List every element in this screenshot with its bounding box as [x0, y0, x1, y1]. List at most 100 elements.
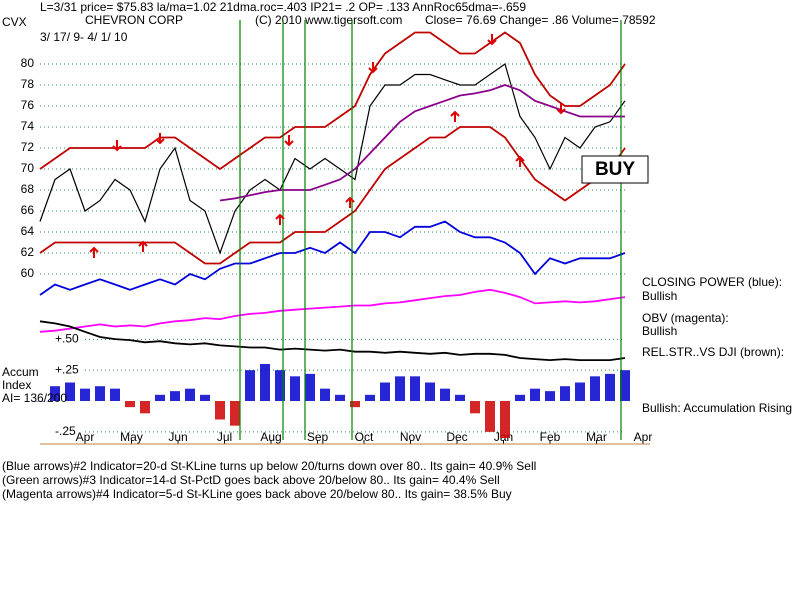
accum-bar	[410, 376, 420, 401]
buy-arrow	[138, 240, 148, 252]
company: CHEVRON CORP	[85, 13, 183, 27]
accum-bar	[155, 394, 165, 401]
footer-line: (Magenta arrows)#4 Indicator=5-d St-KLin…	[2, 487, 512, 501]
x-tick-label: Sep	[307, 430, 329, 444]
x-tick-label: Dec	[446, 430, 467, 444]
y-tick-label: 66	[21, 203, 35, 217]
accum-bar	[275, 370, 285, 401]
accum-bar	[65, 382, 75, 401]
side-label: Bullish	[642, 324, 677, 338]
accum-bar	[305, 373, 315, 401]
signal-text: BUY	[595, 159, 635, 180]
side-label: CLOSING POWER (blue):	[642, 275, 782, 289]
signal-box	[581, 155, 649, 184]
sell-arrow	[284, 135, 294, 147]
x-tick-label: May	[120, 430, 143, 444]
buy-arrow	[275, 213, 285, 225]
x-tick-label: Aug	[260, 430, 281, 444]
x-tick-label: Jun	[168, 430, 187, 444]
accum-bar	[245, 370, 255, 401]
y-tick-label: 64	[21, 224, 35, 238]
footer-line: (Blue arrows)#2 Indicator=20-d St-KLine …	[2, 459, 536, 473]
accum-bar	[560, 386, 570, 401]
accum-bar	[365, 394, 375, 401]
header-line: L=3/31 price= $75.83 la/ma=1.02 21dma.ro…	[40, 0, 526, 14]
accum-bar	[605, 373, 615, 401]
accum-bar	[575, 382, 585, 401]
sell-arrow	[556, 103, 566, 115]
sell-arrow	[487, 34, 497, 46]
accum-label: AI= 136/200	[2, 391, 67, 405]
accum-bar	[110, 388, 120, 401]
y2-tick-label: +.25	[55, 362, 79, 376]
series-line	[39, 220, 626, 296]
y-tick-label: 70	[21, 161, 35, 175]
y-tick-label: 62	[21, 245, 35, 259]
accum-bar	[185, 388, 195, 401]
series-line	[39, 320, 626, 362]
ticker: CVX	[2, 15, 27, 29]
buy-arrow	[450, 110, 460, 122]
accum-bar	[35, 401, 45, 402]
accum-bar	[80, 388, 90, 401]
accum-bar	[320, 388, 330, 401]
accum-bar	[500, 401, 510, 438]
y-tick-label: 78	[21, 77, 35, 91]
sell-arrow	[155, 133, 165, 145]
accum-bar	[515, 394, 525, 401]
buy-arrow	[515, 155, 525, 167]
footer-line: (Green arrows)#3 Indicator=14-d St-PctD …	[2, 473, 500, 487]
y-tick-label: 74	[21, 119, 35, 133]
y-tick-label: 76	[21, 98, 35, 112]
y2-tick-label: -.25	[55, 424, 76, 438]
accum-bar	[230, 401, 240, 426]
accum-label: Index	[2, 378, 31, 392]
series-line	[39, 63, 626, 255]
y-tick-label: 80	[21, 56, 35, 70]
accum-bar	[200, 394, 210, 401]
x-tick-label: Apr	[634, 430, 653, 444]
accum-bar	[260, 364, 270, 401]
accum-bar	[380, 382, 390, 401]
accum-bar	[290, 376, 300, 401]
buy-arrow	[89, 246, 99, 258]
y-tick-label: 60	[21, 266, 35, 280]
side-label: Bullish: Accumulation Rising	[642, 401, 792, 415]
close-info: Close= 76.69 Change= .86 Volume= 78592	[425, 13, 656, 27]
side-label: OBV (magenta):	[642, 311, 729, 325]
accum-bar	[590, 376, 600, 401]
x-tick-label: Feb	[540, 430, 561, 444]
accum-bar	[140, 401, 150, 414]
series-line	[39, 126, 626, 265]
accum-bar	[350, 401, 360, 408]
y2-tick-label: +.50	[55, 332, 79, 346]
accum-bar	[50, 386, 60, 401]
accum-bar	[455, 394, 465, 401]
accum-bar	[215, 401, 225, 420]
y-tick-label: 72	[21, 140, 35, 154]
accum-bar	[395, 376, 405, 401]
accum-bar	[485, 401, 495, 432]
buy-arrow	[345, 196, 355, 208]
sell-arrow	[368, 62, 378, 74]
accum-bar	[440, 388, 450, 401]
sell-arrow	[112, 140, 122, 152]
accum-bar	[545, 391, 555, 401]
accum-bar	[620, 370, 630, 401]
x-tick-label: Oct	[355, 430, 374, 444]
date-range: 3/ 17/ 9- 4/ 1/ 10	[40, 30, 128, 44]
series-line	[39, 288, 626, 333]
x-tick-label: Apr	[76, 430, 95, 444]
accum-bar	[530, 388, 540, 401]
side-label: REL.STR..VS DJI (brown):	[642, 345, 784, 359]
x-tick-label: Nov	[400, 430, 421, 444]
accum-bar	[425, 382, 435, 401]
x-tick-label: Mar	[586, 430, 607, 444]
y-tick-label: 68	[21, 182, 35, 196]
copyright: (C) 2010 www.tigersoft.com	[255, 13, 402, 27]
accum-bar	[170, 391, 180, 401]
x-tick-label: Jul	[217, 430, 232, 444]
series-line	[39, 31, 626, 171]
accum-bar	[125, 401, 135, 408]
